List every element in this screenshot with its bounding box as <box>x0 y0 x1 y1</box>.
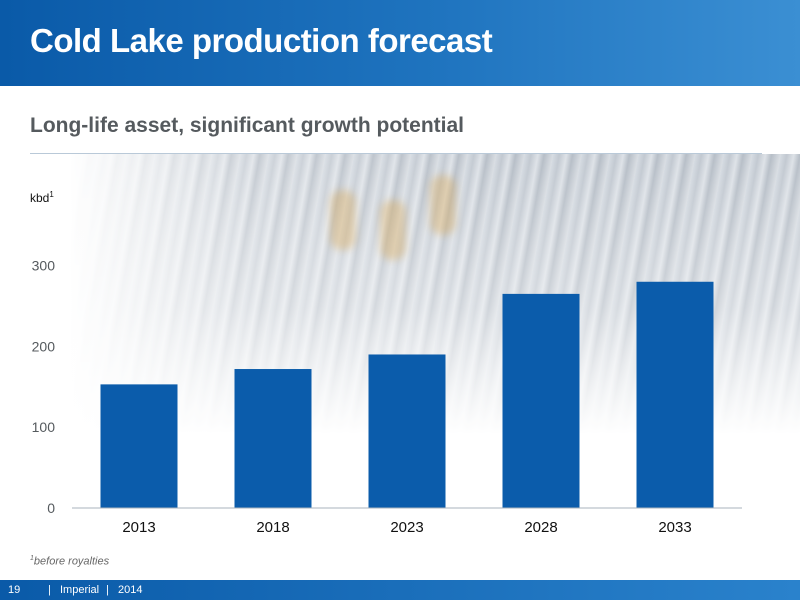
footer-bar: 19 | Imperial | 2014 <box>0 580 800 600</box>
y-axis: 0 100 200 300 <box>32 258 56 516</box>
x-tick-label: 2028 <box>524 519 557 536</box>
title-banner: Cold Lake production forecast <box>0 0 800 86</box>
y-axis-unit-superscript: 1 <box>49 190 54 199</box>
footnote-marker: 1 <box>30 555 34 562</box>
bar-series <box>100 281 714 508</box>
photo-highlight <box>380 200 406 260</box>
page-number: 19 <box>8 584 21 596</box>
photo-highlight <box>330 190 356 250</box>
y-tick-label: 200 <box>32 338 56 354</box>
bar-2028 <box>502 293 580 508</box>
footer-separator: | <box>48 584 51 596</box>
footer-company: Imperial <box>60 584 100 596</box>
bar-2018 <box>234 369 312 508</box>
photo-highlight <box>430 175 456 235</box>
y-tick-label: 0 <box>47 500 55 516</box>
page-subtitle: Long-life asset, significant growth pote… <box>30 114 465 137</box>
footnote-text: before royalties <box>33 555 110 568</box>
y-tick-label: 300 <box>32 258 56 274</box>
divider <box>30 153 762 154</box>
x-tick-label: 2018 <box>256 519 289 536</box>
footer-separator: | <box>106 584 109 596</box>
x-tick-label: 2013 <box>122 519 155 536</box>
bar-2033 <box>636 281 714 508</box>
x-axis: 2013 2018 2023 2028 2033 <box>122 519 691 536</box>
x-tick-label: 2033 <box>658 519 691 536</box>
bar-2013 <box>100 384 178 508</box>
y-axis-unit: kbd1 <box>30 190 54 205</box>
footer-year: 2014 <box>118 584 143 596</box>
x-tick-label: 2023 <box>390 519 423 536</box>
bar-chart: kbd1 0 100 200 300 2013 2018 2023 2028 2033 <box>30 190 742 536</box>
page-title: Cold Lake production forecast <box>30 22 493 59</box>
y-axis-unit-label: kbd <box>30 191 49 205</box>
y-tick-label: 100 <box>32 419 56 435</box>
footnote: 1before royalties <box>30 555 109 568</box>
bar-2023 <box>368 354 446 508</box>
